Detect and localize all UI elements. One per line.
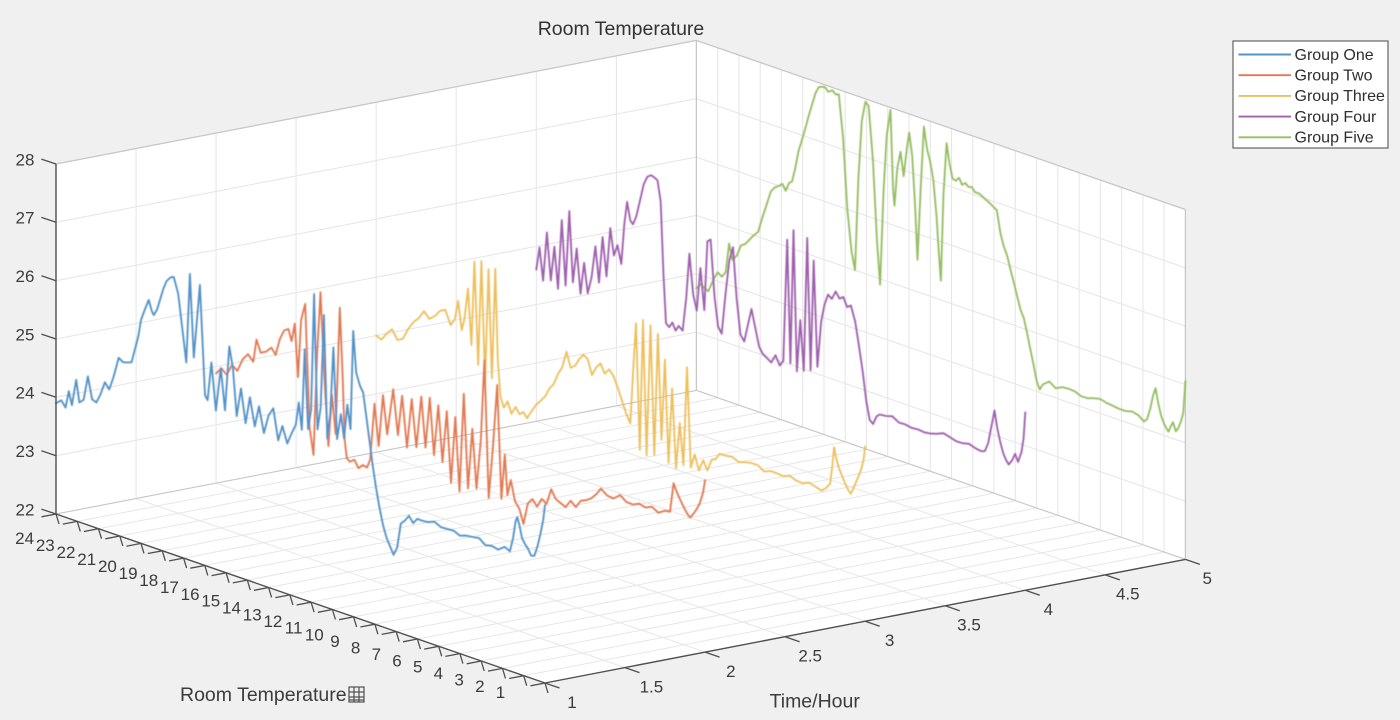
svg-text:3: 3 (454, 671, 463, 690)
svg-text:1: 1 (496, 683, 505, 702)
svg-text:19: 19 (119, 564, 138, 583)
svg-text:Room Temperature: Room Temperature (180, 684, 347, 706)
svg-text:16: 16 (181, 585, 200, 604)
svg-text:20: 20 (98, 557, 117, 576)
svg-text:Group Five: Group Five (1295, 130, 1374, 147)
svg-text:2.5: 2.5 (798, 647, 822, 666)
svg-text:8: 8 (351, 638, 360, 657)
svg-text:22: 22 (16, 500, 35, 519)
svg-text:21: 21 (77, 550, 96, 569)
svg-text:Room Temperature: Room Temperature (538, 18, 705, 40)
svg-text:5: 5 (1202, 569, 1211, 588)
svg-text:Group Four: Group Four (1295, 109, 1377, 126)
svg-text:13: 13 (243, 605, 262, 624)
svg-text:25: 25 (16, 325, 35, 344)
svg-text:7: 7 (372, 645, 381, 664)
svg-text:3: 3 (885, 631, 894, 650)
svg-text:12: 12 (263, 612, 282, 631)
svg-text:14: 14 (222, 599, 241, 618)
svg-text:23: 23 (36, 536, 55, 555)
svg-text:2: 2 (726, 662, 735, 681)
svg-text:11: 11 (285, 619, 303, 638)
svg-text:24: 24 (16, 384, 35, 403)
svg-text:28: 28 (16, 150, 35, 169)
svg-text:18: 18 (139, 571, 158, 590)
svg-text:Group Two: Group Two (1295, 68, 1373, 85)
svg-text:15: 15 (201, 592, 220, 611)
svg-text:23: 23 (16, 442, 35, 461)
svg-text:27: 27 (16, 209, 35, 228)
svg-text:1: 1 (567, 693, 576, 712)
svg-text:1.5: 1.5 (640, 678, 664, 697)
svg-text:4.5: 4.5 (1116, 585, 1140, 604)
svg-text:Time/Hour: Time/Hour (770, 691, 861, 713)
svg-text:6: 6 (392, 651, 401, 670)
svg-text:24: 24 (15, 529, 34, 548)
svg-text:Group Three: Group Three (1295, 88, 1386, 105)
svg-text:3.5: 3.5 (957, 616, 981, 635)
svg-text:22: 22 (57, 543, 76, 562)
svg-text:17: 17 (160, 578, 179, 597)
svg-text:10: 10 (305, 625, 324, 644)
svg-text:Group One: Group One (1295, 47, 1374, 64)
svg-text:4: 4 (1044, 600, 1053, 619)
svg-text:26: 26 (16, 267, 35, 286)
svg-text:4: 4 (434, 664, 443, 683)
svg-text:5: 5 (413, 658, 422, 677)
svg-text:9: 9 (330, 632, 339, 651)
svg-text:2: 2 (475, 677, 484, 696)
